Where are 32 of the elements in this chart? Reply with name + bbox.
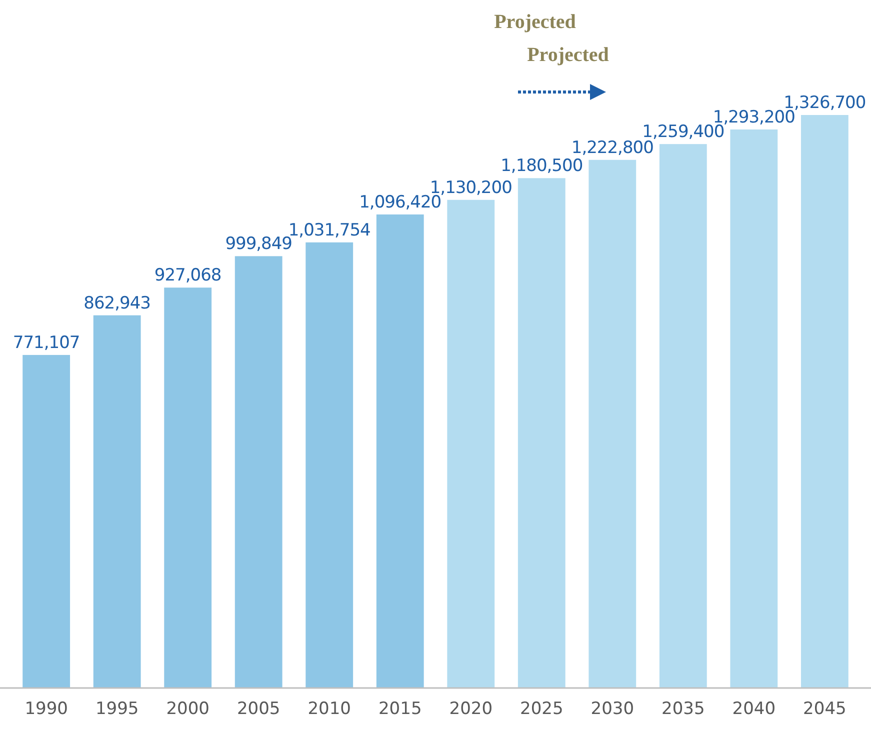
bar [164, 288, 212, 688]
text: Projected [527, 44, 609, 66]
x-tick-label: 2000 [166, 699, 210, 720]
data-label: 927,068 [154, 266, 222, 286]
x-tick-label: 2010 [308, 699, 351, 720]
bar [234, 256, 282, 688]
bar [518, 178, 566, 688]
data-label: 999,849 [225, 234, 292, 254]
bar [447, 200, 495, 688]
bar [659, 144, 707, 688]
bar [730, 129, 778, 688]
x-tick-label: 2025 [520, 699, 564, 720]
x-tick-label: 2035 [662, 699, 705, 720]
x-tick-label: 1995 [95, 699, 139, 720]
data-label: 1,222,800 [571, 138, 654, 158]
x-tick-label: 2045 [803, 699, 846, 720]
data-label: 771,107 [12, 332, 80, 353]
bar [93, 315, 141, 688]
data-label: 1,180,500 [500, 156, 583, 176]
x-tick-label: 2030 [590, 699, 634, 720]
x-tick-label: 2005 [236, 699, 280, 720]
bar [588, 160, 636, 688]
x-tick-label: 2015 [378, 699, 422, 720]
bar [376, 214, 424, 688]
text: Projected [494, 11, 576, 33]
bar [800, 115, 848, 688]
data-label: 862,943 [84, 293, 150, 314]
bar [22, 354, 70, 688]
x-tick-label: 2040 [732, 699, 776, 720]
bar [306, 242, 354, 688]
x-tick-label: 2020 [449, 699, 493, 720]
x-tick-label: 1990 [24, 699, 68, 720]
